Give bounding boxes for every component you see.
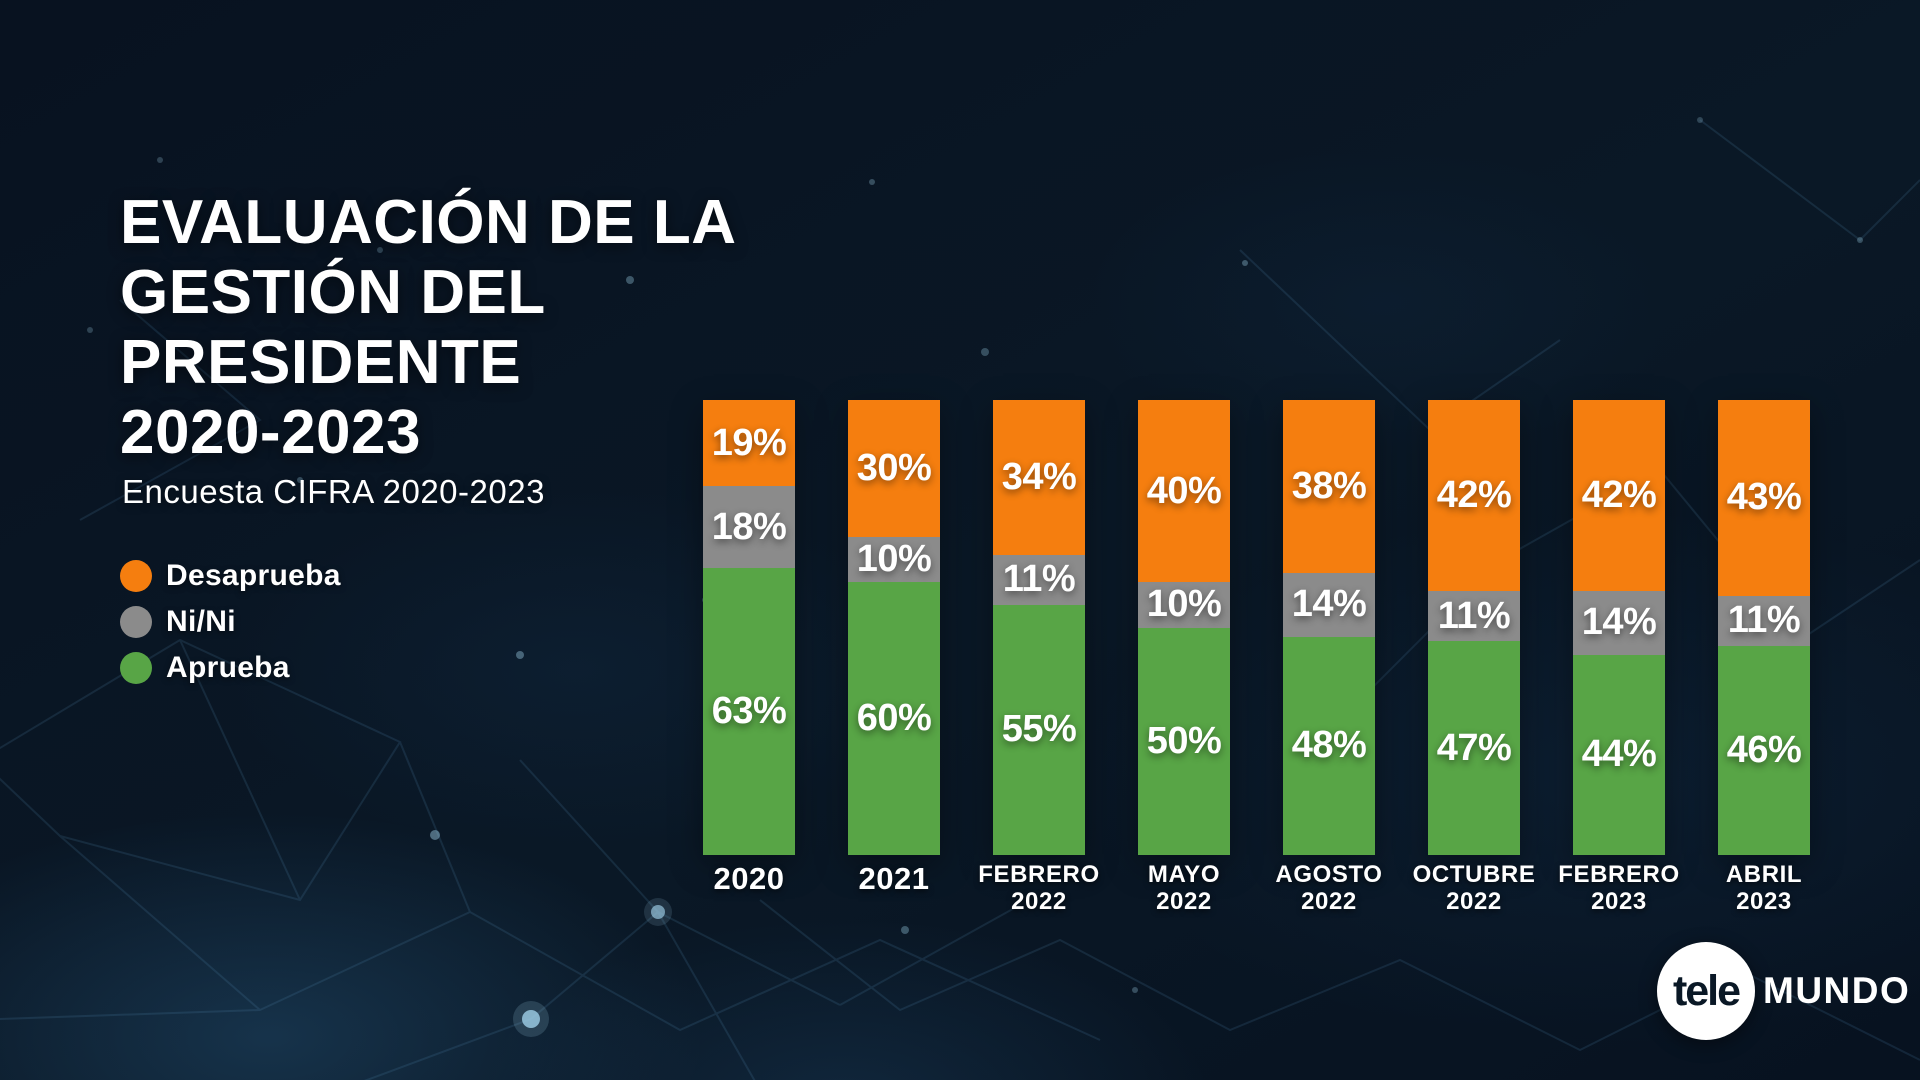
segment-aprueba-agosto-2022: 48% [1283,636,1375,855]
segment-nini-febrero-2023: 14% [1573,591,1665,655]
segment-desaprueba-febrero-2023: 42% [1573,400,1665,592]
page-title-line-1: EVALUACIÓN DE LA [120,187,737,257]
page-title: EVALUACIÓN DE LA GESTIÓN DEL PRESIDENTE … [120,188,737,468]
segment-value-label: 14% [1291,583,1367,626]
segment-desaprueba-mayo-2022: 40% [1138,400,1230,582]
bar-abril-2023: 43% 11% 46% [1718,400,1810,855]
segment-nini-febrero-2022: 11% [993,554,1085,605]
bar-mayo-2022: 40% 10% 50% [1138,400,1230,855]
legend-swatch-aprueba-icon [120,652,152,684]
bar-2021: 30% 10% 60% [848,400,940,855]
category-label-2020: 2020 [713,861,785,896]
page-title-line-3: PRESIDENTE [120,327,522,397]
segment-value-label: 30% [856,446,932,489]
chart-subtitle: Encuesta CIFRA 2020-2023 [122,473,545,510]
category-label-febrero-2022: FEBRERO 2022 [978,861,1100,915]
legend-item-aprueba: Aprueba [120,651,341,684]
segment-value-label: 43% [1726,476,1802,519]
legend-item-desaprueba: Desaprueba [120,559,341,592]
category-label-agosto-2022: AGOSTO 2022 [1275,861,1383,915]
telemundo-wordmark: MUNDO [1763,970,1911,1011]
segment-value-label: 60% [856,697,932,739]
segment-value-label: 11% [1002,558,1076,601]
segment-value-label: 46% [1726,728,1802,771]
segment-value-label: 19% [711,421,787,464]
segment-value-label: 44% [1581,733,1657,776]
legend-label-nini: Ni/Ni [166,605,236,638]
segment-desaprueba-febrero-2022: 34% [993,400,1085,555]
segment-value-label: 40% [1146,469,1222,512]
segment-value-label: 50% [1146,719,1222,762]
segment-value-label: 63% [711,690,787,733]
segment-value-label: 42% [1436,474,1512,517]
bar-agosto-2022: 38% 14% 48% [1283,400,1375,855]
legend-swatch-nini-icon [120,606,152,638]
segment-value-label: 42% [1581,474,1657,517]
category-label-2021: 2021 [858,861,930,896]
segment-nini-2020: 18% [703,486,795,569]
segment-desaprueba-2021: 30% [848,400,940,537]
segment-value-label: 14% [1581,601,1657,644]
segment-value-label: 10% [856,537,932,580]
segment-value-label: 10% [1146,583,1222,626]
telemundo-logo: tele MUNDO [1657,942,1910,1040]
legend-label-desaprueba: Desaprueba [166,559,341,592]
category-label-mayo-2022: MAYO 2022 [1147,861,1221,915]
segment-aprueba-octubre-2022: 47% [1428,641,1520,855]
category-label-abril-2023: ABRIL 2023 [1725,861,1803,915]
segment-nini-mayo-2022: 10% [1138,582,1230,628]
page-title-line-4: 2020-2023 [120,397,421,467]
segment-aprueba-febrero-2023: 44% [1573,654,1665,855]
segment-aprueba-2021: 60% [848,582,940,855]
segment-aprueba-febrero-2022: 55% [993,604,1085,855]
segment-value-label: 11% [1727,599,1801,642]
category-label-febrero-2023: FEBRERO 2023 [1558,861,1680,915]
segment-value-label: 48% [1291,724,1367,767]
bar-febrero-2023: 42% 14% 44% [1573,400,1665,855]
bar-2020: 19% 18% 63% [703,400,795,855]
segment-desaprueba-2020: 19% [703,400,795,487]
legend: Desaprueba Ni/Ni Aprueba [120,559,341,698]
segment-desaprueba-octubre-2022: 42% [1428,400,1520,592]
legend-swatch-desaprueba-icon [120,560,152,592]
bar-febrero-2022: 34% 11% 55% [993,400,1085,855]
category-label-octubre-2022: OCTUBRE 2022 [1412,861,1536,915]
segment-value-label: 34% [1001,455,1077,498]
segment-nini-agosto-2022: 14% [1283,572,1375,637]
segment-value-label: 11% [1437,594,1511,637]
page-title-line-2: GESTIÓN DEL [120,257,546,327]
segment-value-label: 38% [1291,464,1367,507]
legend-item-nini: Ni/Ni [120,605,341,638]
segment-desaprueba-abril-2023: 43% [1718,400,1810,596]
segment-aprueba-abril-2023: 46% [1718,645,1810,855]
segment-nini-2021: 10% [848,536,940,582]
segment-desaprueba-agosto-2022: 38% [1283,400,1375,573]
segment-aprueba-mayo-2022: 50% [1138,627,1230,855]
segment-value-label: 47% [1436,726,1512,769]
segment-nini-octubre-2022: 11% [1428,591,1520,642]
segment-nini-abril-2023: 11% [1718,595,1810,646]
telemundo-logo-circle-text: tele [1672,966,1741,1015]
telemundo-logo-circle: tele [1657,942,1755,1040]
segment-value-label: 55% [1001,708,1077,751]
legend-label-aprueba: Aprueba [166,651,290,684]
segment-value-label: 18% [711,505,787,548]
segment-aprueba-2020: 63% [703,568,795,855]
bar-octubre-2022: 42% 11% 47% [1428,400,1520,855]
